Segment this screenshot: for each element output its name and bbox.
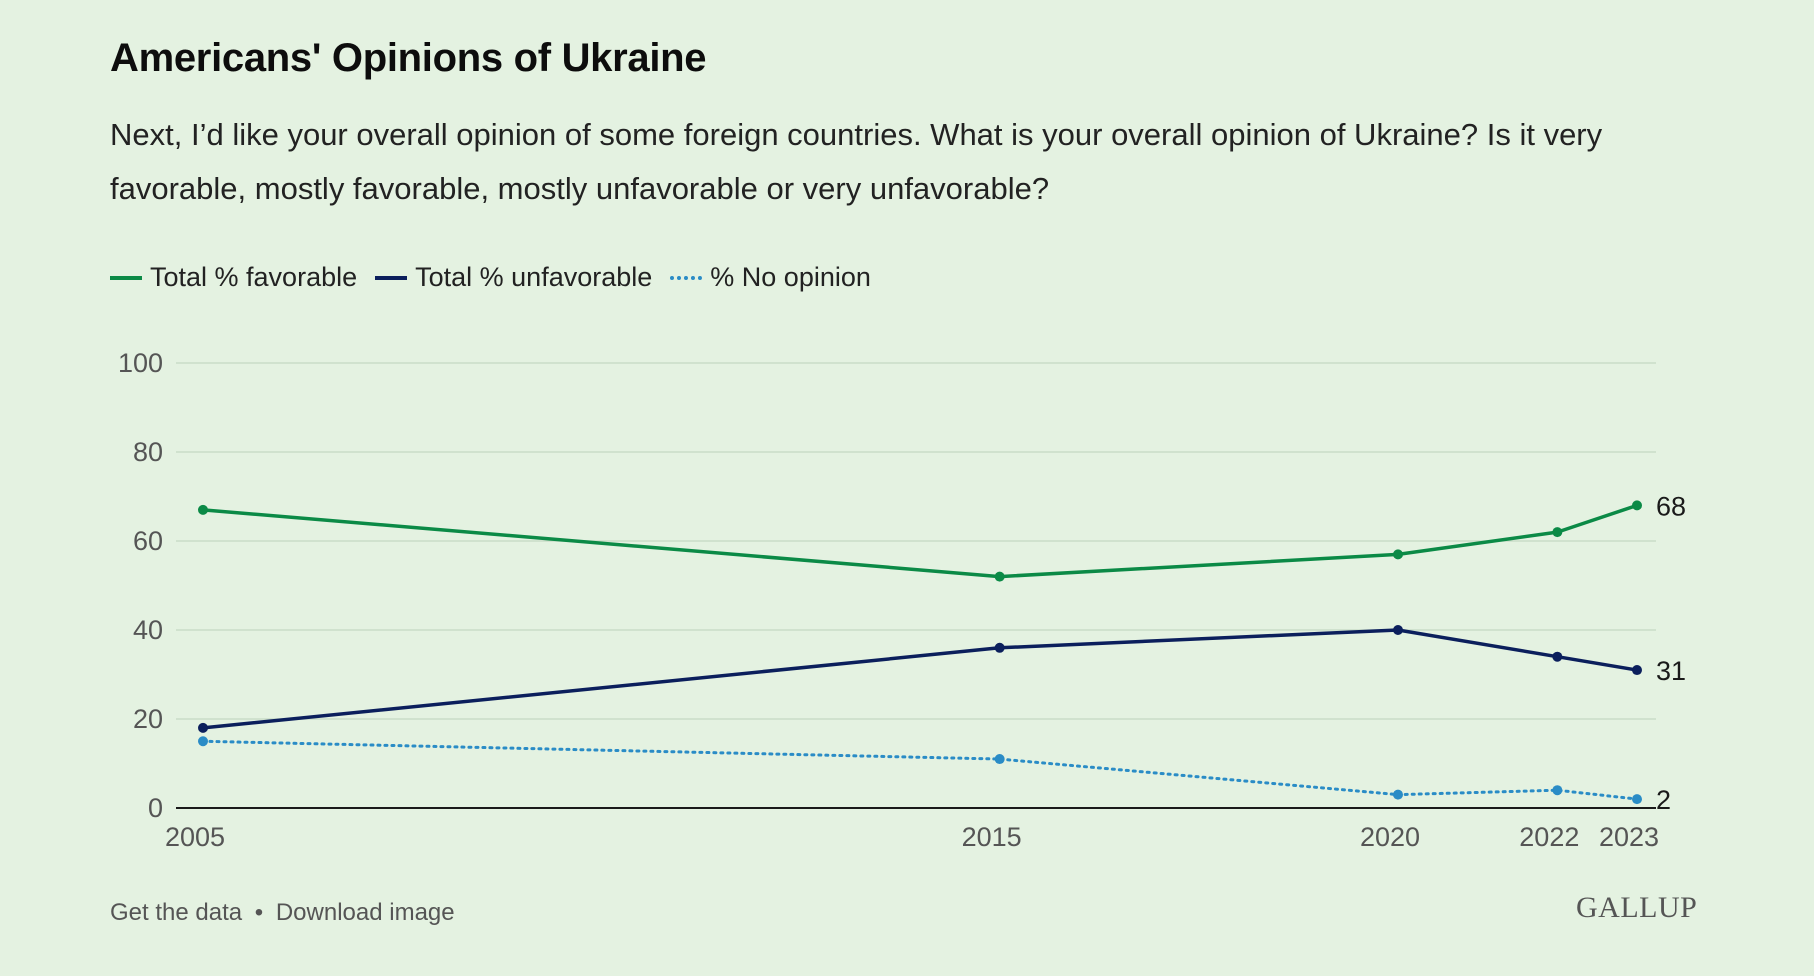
end-label-favorable: 68 bbox=[1656, 491, 1686, 521]
legend-label-unfavorable: Total % unfavorable bbox=[415, 262, 653, 292]
data-point-unfavorable-2022 bbox=[1552, 651, 1563, 662]
x-tick-label-2005: 2005 bbox=[165, 822, 225, 852]
data-point-favorable-2015 bbox=[994, 571, 1005, 582]
data-point-unfavorable-2015 bbox=[994, 642, 1005, 653]
data-point-no-opinion-2020 bbox=[1393, 789, 1403, 800]
legend: Total % favorable Total % unfavorable % … bbox=[110, 262, 889, 293]
footer-links: Get the data • Download image bbox=[110, 899, 455, 927]
download-image-link[interactable]: Download image bbox=[275, 899, 455, 926]
data-point-favorable-2022 bbox=[1552, 527, 1563, 538]
data-point-favorable-2023 bbox=[1632, 500, 1642, 511]
y-tick-label-20: 20 bbox=[133, 704, 163, 734]
get-data-link[interactable]: Get the data bbox=[110, 899, 243, 926]
data-point-unfavorable-2020 bbox=[1393, 625, 1403, 635]
gallup-logo: GALLUP bbox=[1576, 891, 1698, 924]
y-tick-label-40: 40 bbox=[133, 615, 163, 645]
x-tick-label-2020: 2020 bbox=[1360, 822, 1420, 852]
chart-subtitle: Next, I’d like your overall opinion of s… bbox=[110, 117, 1603, 206]
data-point-favorable-2005 bbox=[198, 504, 208, 515]
x-tick-label-2022: 2022 bbox=[1519, 822, 1579, 852]
data-point-no-opinion-2023 bbox=[1632, 794, 1642, 805]
legend-swatch-favorable bbox=[110, 275, 142, 280]
x-tick-label-2015: 2015 bbox=[962, 822, 1022, 852]
end-label-unfavorable: 31 bbox=[1656, 656, 1686, 686]
legend-label-favorable: Total % favorable bbox=[150, 262, 358, 292]
legend-swatch-no-opinion bbox=[670, 275, 703, 280]
data-point-favorable-2020 bbox=[1393, 549, 1403, 560]
data-point-unfavorable-2005 bbox=[198, 722, 208, 733]
legend-item-favorable[interactable]: Total % favorable bbox=[110, 262, 357, 293]
end-label-no-opinion: 2 bbox=[1656, 785, 1671, 815]
y-tick-label-80: 80 bbox=[133, 437, 163, 467]
legend-label-no-opinion: % No opinion bbox=[710, 262, 871, 292]
x-tick-label-2023: 2023 bbox=[1599, 822, 1659, 852]
legend-swatch-unfavorable bbox=[375, 275, 408, 280]
footer-separator: • bbox=[254, 899, 264, 926]
legend-item-unfavorable[interactable]: Total % unfavorable bbox=[375, 262, 652, 293]
y-tick-label-100: 100 bbox=[118, 348, 163, 378]
series-line-unfavorable bbox=[202, 628, 1638, 730]
data-point-no-opinion-2022 bbox=[1552, 785, 1563, 796]
data-point-no-opinion-2005 bbox=[198, 736, 208, 747]
data-point-no-opinion-2015 bbox=[994, 754, 1005, 765]
chart-title: Americans' Opinions of Ukraine bbox=[110, 36, 707, 80]
data-point-unfavorable-2023 bbox=[1632, 665, 1642, 676]
series-line-no-opinion bbox=[201, 739, 1639, 801]
y-tick-label-60: 60 bbox=[133, 526, 163, 556]
y-tick-label-0: 0 bbox=[148, 793, 163, 823]
legend-item-no-opinion[interactable]: % No opinion bbox=[670, 262, 871, 293]
